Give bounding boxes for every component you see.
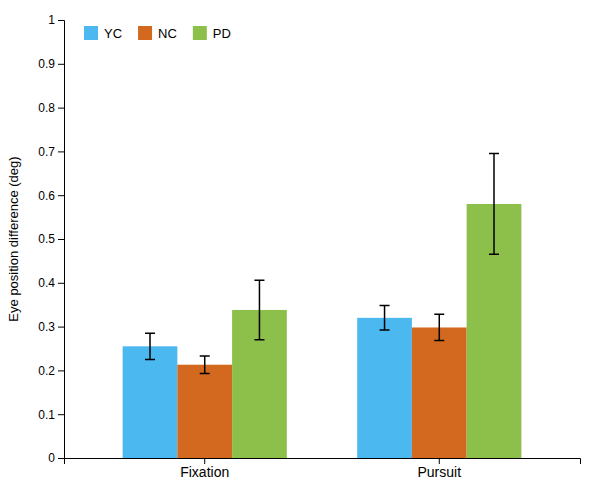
y-tick-label: 0.6: [38, 189, 55, 203]
error-bar: [434, 314, 444, 340]
y-tick: 0: [48, 451, 64, 465]
y-tick: 0.6: [38, 189, 64, 203]
marks: [123, 154, 522, 458]
y-tick: 0.4: [38, 276, 64, 290]
bar-series: [177, 314, 466, 458]
legend-label: YC: [104, 26, 122, 41]
y-tick-label: 0: [48, 451, 55, 465]
y-tick-mark: [58, 458, 64, 459]
y-axis-line: [58, 21, 65, 459]
y-tick: 0.5: [38, 232, 64, 246]
y-tick: 0.3: [38, 320, 64, 334]
y-tick: 0.7: [38, 145, 64, 159]
bar: [123, 346, 178, 458]
error-bar: [200, 356, 210, 374]
x-axis-line: [65, 459, 581, 465]
y-tick-mark: [58, 370, 64, 371]
y-tick-label: 0.7: [38, 145, 55, 159]
y-tick-mark: [58, 20, 64, 21]
x-axis: Fixation Pursuit: [65, 458, 581, 480]
bar-series: [232, 154, 521, 458]
bar: [357, 318, 412, 458]
x-tick-label: Pursuit: [417, 464, 461, 480]
y-tick-mark: [58, 283, 64, 284]
x-tick-label: Fixation: [180, 464, 229, 480]
legend-swatch: [193, 26, 207, 40]
error-bar: [489, 154, 499, 255]
bar-series: [123, 306, 412, 458]
bar: [412, 327, 467, 458]
y-tick-label: 0.4: [38, 276, 55, 290]
y-tick-label: 0.8: [38, 101, 55, 115]
legend-label: PD: [213, 26, 231, 41]
y-tick-label: 0.2: [38, 364, 55, 378]
y-tick: 0.1: [38, 408, 64, 422]
y-tick-mark: [58, 414, 64, 415]
legend-item: PD: [193, 26, 231, 41]
y-tick-mark: [58, 327, 64, 328]
legend-swatch: [84, 26, 98, 40]
y-tick-label: 0.5: [38, 232, 55, 246]
legend-label: NC: [158, 26, 177, 41]
chart: Fixation Pursuit 0 0.1 0.2 0.3 0.4 0.5 0.6 0.7 0.8…: [0, 0, 600, 498]
y-tick-mark: [58, 151, 64, 152]
error-bar: [145, 333, 155, 359]
y-tick-mark: [58, 108, 64, 109]
y-tick: 0.2: [38, 364, 64, 378]
x-tick: Fixation: [180, 458, 229, 480]
legend-swatch: [138, 26, 152, 40]
y-tick-label: 0.1: [38, 408, 55, 422]
error-bar: [380, 306, 390, 331]
x-tick: Pursuit: [417, 458, 461, 480]
y-tick-mark: [58, 64, 64, 65]
y-tick-label: 0.3: [38, 320, 55, 334]
y-axis: 0 0.1 0.2 0.3 0.4 0.5 0.6 0.7 0.8 0.9 1: [38, 13, 64, 465]
y-tick-label: 0.9: [38, 57, 55, 71]
legend-item: YC: [84, 26, 122, 41]
y-tick-label: 1: [48, 13, 55, 27]
y-tick: 1: [48, 13, 64, 27]
bar: [177, 365, 232, 458]
y-axis-title: Eye position difference (deg): [6, 156, 21, 321]
plot: Fixation Pursuit 0 0.1 0.2 0.3 0.4 0.5 0.6 0.7 0.8…: [38, 13, 580, 480]
y-tick: 0.8: [38, 101, 64, 115]
y-tick-mark: [58, 195, 64, 196]
y-tick-mark: [58, 239, 64, 240]
legend: YC NC PD: [84, 26, 231, 41]
y-tick: 0.9: [38, 57, 64, 71]
error-bar: [254, 280, 264, 340]
legend-item: NC: [138, 26, 177, 41]
